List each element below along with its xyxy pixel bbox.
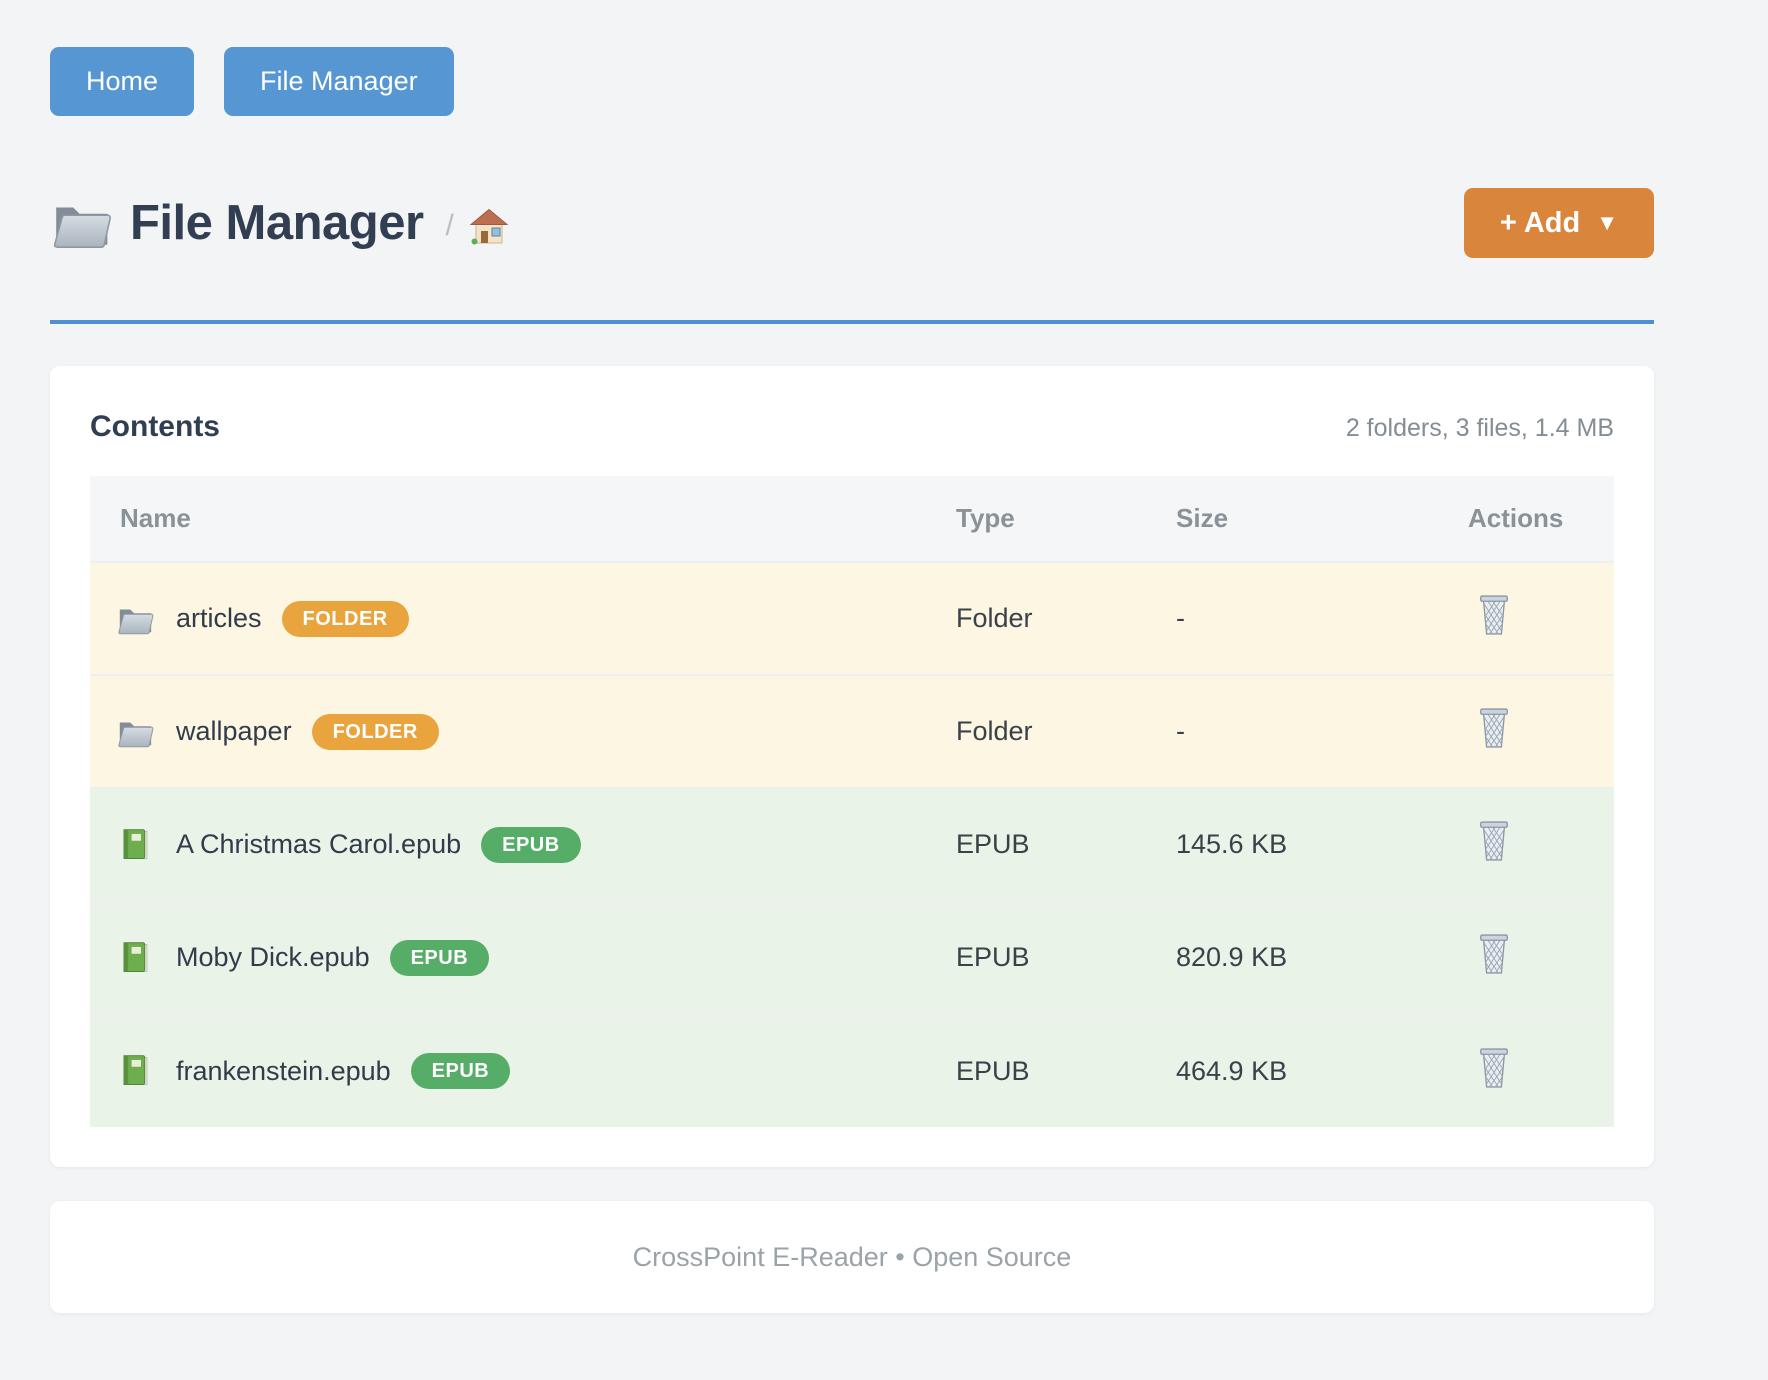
epub-badge: EPUB [390,940,490,976]
file-type: Folder [956,562,1176,675]
title-group: File Manager / [50,195,1464,251]
table-row[interactable]: Moby Dick.epub EPUB EPUB 820.9 KB [90,901,1614,1014]
delete-button[interactable] [1476,706,1512,750]
column-header-size: Size [1176,476,1468,562]
home-nav-button[interactable]: Home [50,47,194,116]
column-header-actions: Actions [1468,476,1614,562]
table-row[interactable]: A Christmas Carol.epub EPUB EPUB 145.6 K… [90,788,1614,901]
trash-icon [1476,819,1512,863]
epub-badge: EPUB [411,1053,511,1089]
epub-badge: EPUB [481,827,581,863]
folder-badge: FOLDER [312,714,439,750]
delete-button[interactable] [1476,593,1512,637]
home-icon[interactable] [468,207,510,245]
trash-icon [1476,706,1512,750]
file-size: 145.6 KB [1176,788,1468,901]
book-icon [116,828,154,862]
column-header-type: Type [956,476,1176,562]
file-size: 820.9 KB [1176,901,1468,1014]
book-icon [116,1054,154,1088]
delete-button[interactable] [1476,932,1512,976]
file-type: EPUB [956,1014,1176,1127]
table-header-row: Name Type Size Actions [90,476,1614,562]
file-name-link[interactable]: A Christmas Carol.epub [176,829,461,860]
file-size: 464.9 KB [1176,1014,1468,1127]
trash-icon [1476,593,1512,637]
files-table: Name Type Size Actions articles FOLDER [90,476,1614,1127]
page-header: File Manager / + Add ▼ [50,188,1654,258]
contents-card: Contents 2 folders, 3 files, 1.4 MB Name… [50,366,1654,1167]
file-type: EPUB [956,788,1176,901]
file-size: - [1176,675,1468,788]
delete-button[interactable] [1476,1046,1512,1090]
folder-icon [116,602,154,636]
file-manager-nav-button[interactable]: File Manager [224,47,454,116]
book-icon [116,941,154,975]
chevron-down-icon: ▼ [1596,212,1618,234]
breadcrumb-separator: / [446,209,454,243]
folder-icon [50,196,112,250]
table-row[interactable]: wallpaper FOLDER Folder - [90,675,1614,788]
contents-heading: Contents [90,410,220,444]
file-type: Folder [956,675,1176,788]
folder-badge: FOLDER [282,601,409,637]
page-container: Home File Manager File Manager / + Add ▼… [50,0,1654,1313]
footer-text: CrossPoint E-Reader • Open Source [633,1242,1072,1273]
footer-card: CrossPoint E-Reader • Open Source [50,1201,1654,1313]
trash-icon [1476,1046,1512,1090]
column-header-name: Name [90,476,956,562]
header-divider [50,320,1654,324]
contents-summary: 2 folders, 3 files, 1.4 MB [1346,414,1614,443]
top-nav: Home File Manager [50,47,1654,116]
table-row[interactable]: frankenstein.epub EPUB EPUB 464.9 KB [90,1014,1614,1127]
contents-card-head: Contents 2 folders, 3 files, 1.4 MB [90,410,1614,444]
file-name-link[interactable]: Moby Dick.epub [176,942,370,973]
add-button[interactable]: + Add ▼ [1464,188,1654,258]
file-name-link[interactable]: wallpaper [176,716,292,747]
file-name-link[interactable]: frankenstein.epub [176,1056,391,1087]
add-button-label: + Add [1500,209,1580,238]
trash-icon [1476,932,1512,976]
file-type: EPUB [956,901,1176,1014]
file-name-link[interactable]: articles [176,603,262,634]
table-row[interactable]: articles FOLDER Folder - [90,562,1614,675]
folder-icon [116,715,154,749]
delete-button[interactable] [1476,819,1512,863]
file-size: - [1176,562,1468,675]
page-title: File Manager [130,195,424,251]
